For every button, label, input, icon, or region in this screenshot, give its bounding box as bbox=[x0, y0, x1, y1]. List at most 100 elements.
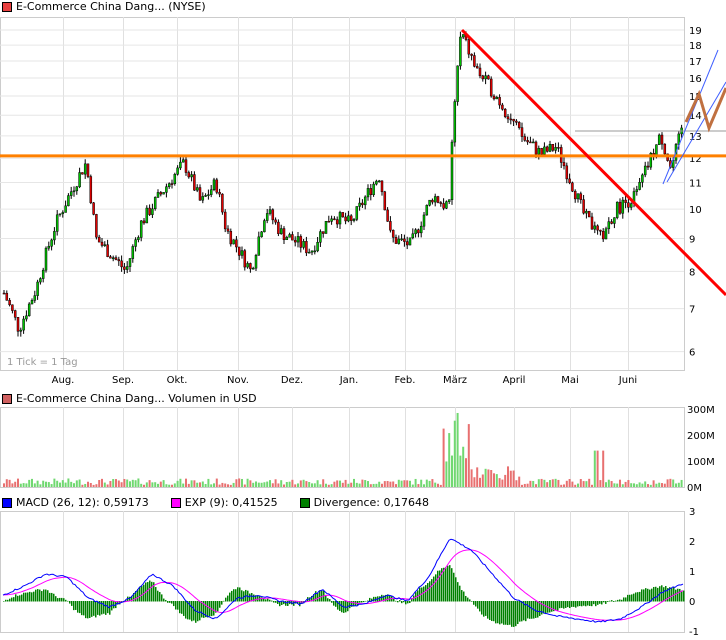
volume-bar bbox=[67, 478, 70, 487]
divergence-bar bbox=[131, 595, 133, 602]
candle-body bbox=[529, 141, 532, 144]
divergence-bar bbox=[219, 601, 221, 608]
volume-bar bbox=[327, 484, 330, 487]
candle-body bbox=[411, 233, 415, 239]
volume-bar bbox=[540, 478, 543, 487]
candle-body bbox=[397, 238, 401, 244]
candle-body bbox=[551, 143, 555, 151]
divergence-bar bbox=[281, 601, 283, 605]
candle-body bbox=[475, 66, 479, 69]
volume-bar bbox=[269, 480, 271, 487]
volume-bar bbox=[644, 481, 647, 487]
volume-bar bbox=[25, 483, 28, 487]
candle-body bbox=[117, 259, 121, 262]
volume-bar bbox=[277, 483, 280, 487]
volume-bar bbox=[451, 455, 453, 487]
divergence-bar bbox=[397, 601, 399, 603]
candle-body bbox=[585, 210, 588, 214]
divergence-bar bbox=[211, 601, 213, 617]
volume-bar bbox=[414, 478, 417, 487]
divergence-bar bbox=[103, 601, 105, 614]
divergence-bar bbox=[383, 595, 385, 602]
divergence-bar bbox=[525, 601, 527, 622]
divergence-bar bbox=[449, 565, 451, 602]
divergence-bar bbox=[517, 601, 519, 625]
divergence-bar bbox=[3, 601, 5, 602]
volume-bar bbox=[537, 479, 540, 487]
divergence-bar bbox=[229, 592, 231, 602]
volume-bar bbox=[375, 483, 378, 487]
volume-bar bbox=[487, 469, 490, 487]
divergence-bar bbox=[387, 594, 389, 602]
volume-bar bbox=[59, 482, 61, 487]
volume-bar bbox=[129, 481, 131, 487]
divergence-bar bbox=[543, 601, 545, 614]
volume-bar bbox=[140, 483, 143, 487]
candle-body bbox=[517, 122, 521, 128]
divergence-bar bbox=[443, 567, 445, 602]
candle-body bbox=[377, 180, 381, 183]
divergence-bar bbox=[77, 601, 79, 613]
divergence-bar bbox=[37, 589, 39, 602]
divergence-bar bbox=[465, 595, 467, 602]
divergence-bar bbox=[565, 601, 567, 608]
volume-bar bbox=[204, 484, 207, 487]
price-tick-label: 18 bbox=[689, 41, 702, 52]
candle-body bbox=[478, 67, 482, 77]
divergence-bar bbox=[331, 601, 333, 603]
volume-bar bbox=[509, 470, 512, 487]
divergence-bar bbox=[347, 601, 349, 612]
candle-body bbox=[615, 201, 619, 218]
candle-body bbox=[218, 192, 221, 195]
divergence-bar bbox=[59, 597, 61, 602]
volume-bar bbox=[73, 483, 75, 487]
candle-body bbox=[97, 236, 101, 243]
candle-body bbox=[425, 205, 429, 216]
candle-body bbox=[593, 225, 597, 230]
divergence-bar bbox=[567, 601, 569, 608]
macd-tick-label: 2 bbox=[689, 537, 695, 548]
divergence-bar bbox=[635, 592, 637, 602]
price-tick-label: 15 bbox=[689, 92, 702, 103]
candle-body bbox=[579, 193, 583, 200]
divergence-bar bbox=[617, 599, 619, 602]
candle-body bbox=[523, 136, 527, 141]
volume-bar bbox=[602, 450, 605, 487]
volume-bar bbox=[171, 484, 173, 487]
divergence-bar bbox=[269, 599, 271, 602]
divergence-bar bbox=[301, 601, 303, 604]
candle-body bbox=[548, 143, 552, 152]
candle-body bbox=[181, 159, 185, 163]
divergence-bar bbox=[539, 601, 541, 617]
candle-body bbox=[436, 196, 440, 203]
candle-body bbox=[419, 225, 423, 234]
divergence-bar bbox=[451, 568, 453, 602]
candle-body bbox=[187, 172, 191, 178]
divergence-bar bbox=[189, 601, 191, 620]
month-label: Nov. bbox=[227, 375, 249, 386]
divergence-bar bbox=[79, 601, 81, 614]
candle-body bbox=[246, 263, 249, 268]
macd-tick-label: -1 bbox=[689, 627, 699, 638]
divergence-bar bbox=[337, 601, 339, 610]
divergence-bar bbox=[231, 590, 233, 602]
candle-body bbox=[481, 75, 485, 80]
volume-bar bbox=[42, 480, 45, 487]
candle-body bbox=[257, 236, 261, 256]
candle-body bbox=[268, 209, 272, 214]
price-tick-label: 13 bbox=[689, 132, 702, 143]
candle-body bbox=[621, 199, 625, 214]
candle-body bbox=[590, 216, 594, 230]
candle-body bbox=[5, 292, 9, 301]
divergence-bar bbox=[437, 570, 439, 602]
volume-bar bbox=[260, 482, 263, 487]
divergence-bar bbox=[535, 601, 537, 618]
candle-body bbox=[44, 247, 48, 271]
volume-bar bbox=[31, 478, 33, 487]
candle-body bbox=[305, 241, 308, 254]
divergence-bar bbox=[65, 599, 67, 602]
divergence-bar bbox=[139, 586, 141, 602]
volume-bar bbox=[411, 484, 414, 487]
candle-body bbox=[473, 55, 476, 67]
candle-body bbox=[439, 202, 443, 204]
